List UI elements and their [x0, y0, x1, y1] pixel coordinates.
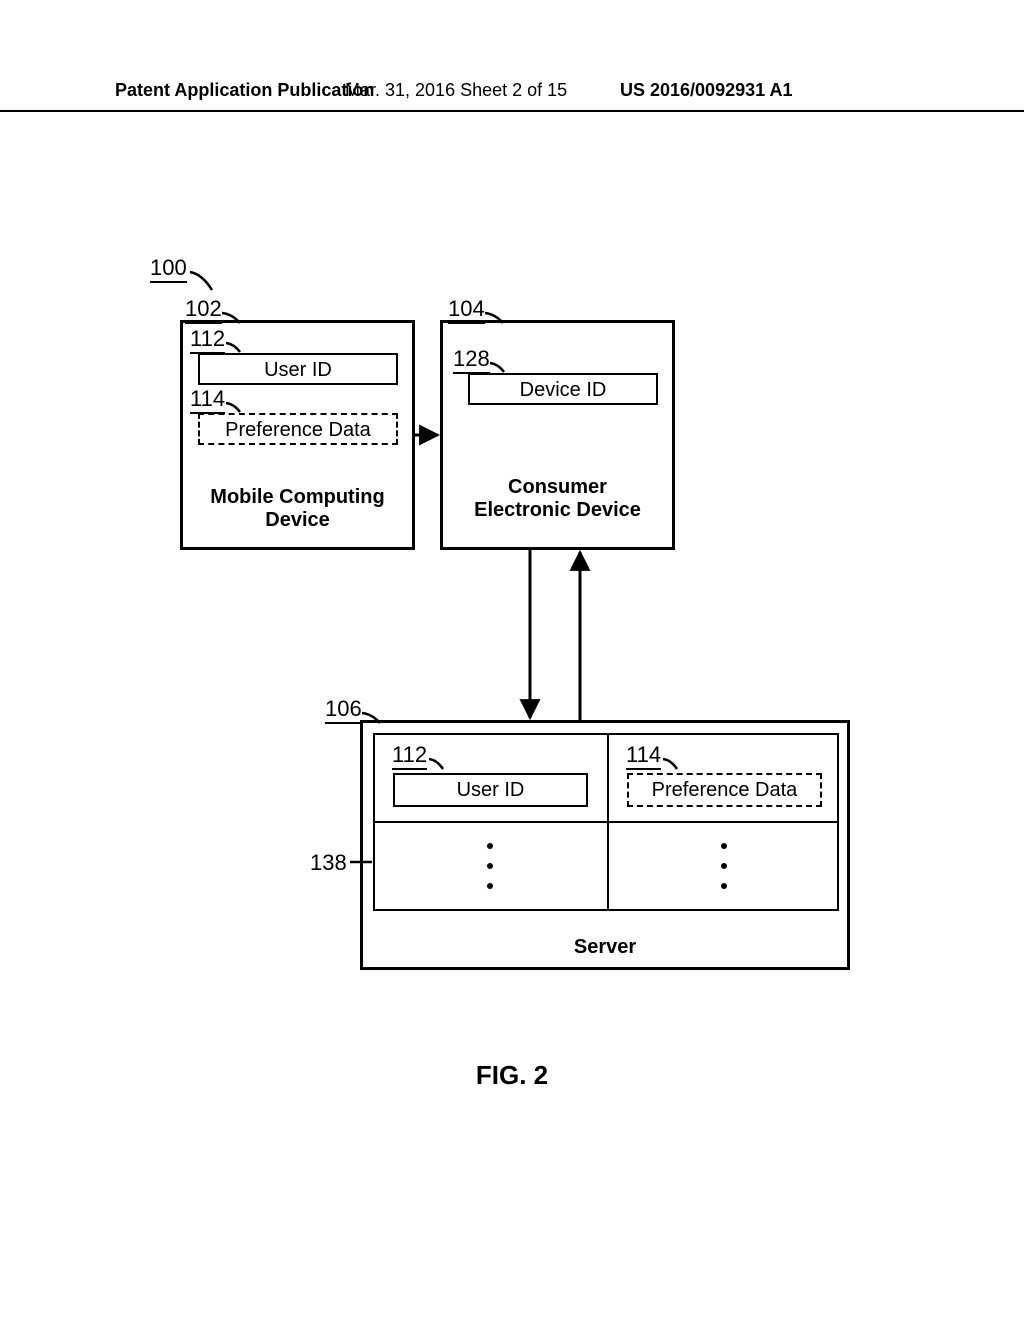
server-user-id-box: User ID — [393, 773, 588, 807]
mobile-user-id-label: User ID — [264, 359, 332, 381]
figure-caption: FIG. 2 — [0, 1060, 1024, 1091]
ref-102: 102 — [185, 296, 222, 322]
page-header: Patent Application Publication Mar. 31, … — [0, 80, 1024, 112]
ref-100: 100 — [150, 255, 187, 281]
ellipsis-col2 — [721, 843, 727, 903]
server-table-row2 — [373, 823, 839, 911]
ref-112-mobile: 112 — [190, 326, 225, 352]
leader-100 — [190, 272, 212, 290]
server-title: Server — [363, 936, 847, 959]
ellipsis-col1 — [487, 843, 493, 903]
server-pref-box: Preference Data — [627, 773, 822, 807]
mobile-pref-label: Preference Data — [225, 419, 371, 441]
ref-128: 128 — [453, 346, 490, 372]
consumer-device-id-box: Device ID — [468, 373, 658, 405]
ref-112-server: 112 — [392, 742, 427, 768]
header-publication: Patent Application Publication — [115, 80, 374, 101]
ref-106: 106 — [325, 696, 362, 722]
ref-138: 138 — [310, 850, 347, 876]
connector-overlay — [0, 0, 1024, 1320]
ref-104: 104 — [448, 296, 485, 322]
ref-114-server: 114 — [626, 742, 661, 768]
server-table: User ID Preference Data — [373, 733, 839, 823]
header-date-sheet: Mar. 31, 2016 Sheet 2 of 15 — [345, 80, 567, 101]
mobile-user-id-box: User ID — [198, 353, 398, 385]
consumer-device-id-label: Device ID — [520, 379, 607, 401]
mobile-pref-box: Preference Data — [198, 413, 398, 445]
header-pub-number: US 2016/0092931 A1 — [620, 80, 792, 101]
server-pref-label: Preference Data — [652, 779, 798, 801]
node-server: User ID Preference Data Server — [360, 720, 850, 970]
node-mobile: User ID Preference Data Mobile Computing… — [180, 320, 415, 550]
mobile-title: Mobile Computing Device — [183, 486, 412, 532]
page: Patent Application Publication Mar. 31, … — [0, 0, 1024, 1320]
ref-114-mobile: 114 — [190, 386, 225, 412]
server-user-id-label: User ID — [457, 779, 525, 801]
consumer-title: Consumer Electronic Device — [443, 476, 672, 522]
